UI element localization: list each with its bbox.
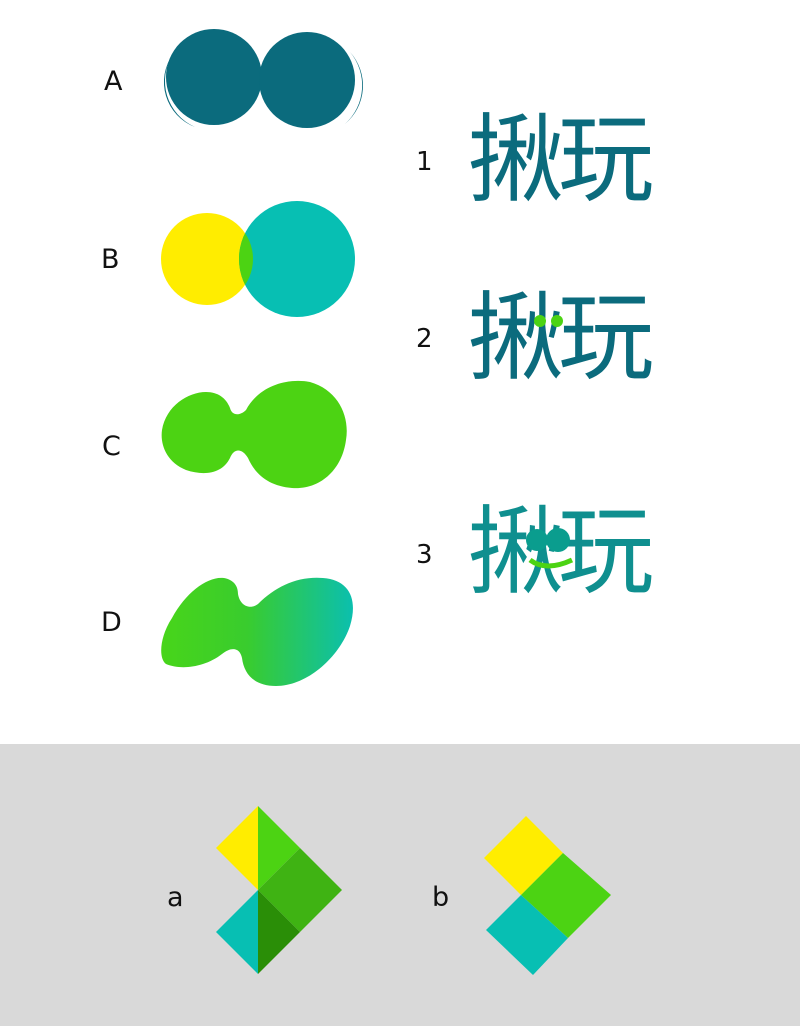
- logo-variant-3: 揪玩: [468, 504, 654, 600]
- logo-variant-2: 揪玩: [468, 282, 654, 394]
- label-d: D: [101, 607, 122, 638]
- label-c: C: [102, 431, 121, 462]
- bottom-panel: [0, 744, 800, 1026]
- shape-a-two-circles: [163, 29, 363, 128]
- logo-2-dots: [534, 315, 563, 327]
- logo-label-2: 2: [416, 324, 433, 354]
- shape-c-peanut: [161, 380, 347, 489]
- logo-variant-1: 揪玩: [468, 104, 654, 216]
- logo-label-1: 1: [416, 147, 433, 177]
- shape-b-overlapping-circles: [161, 201, 355, 317]
- logo-3-bow: [526, 528, 574, 569]
- diamond-mark-a: [216, 806, 342, 974]
- label-b: B: [101, 244, 120, 275]
- diamond-label-a: a: [167, 882, 184, 913]
- shape-d-gradient-blob: [161, 577, 353, 686]
- diamond-label-b: b: [432, 882, 450, 913]
- logo-label-3: 3: [416, 540, 433, 570]
- label-a: A: [104, 66, 123, 97]
- diamond-mark-b: [484, 816, 611, 975]
